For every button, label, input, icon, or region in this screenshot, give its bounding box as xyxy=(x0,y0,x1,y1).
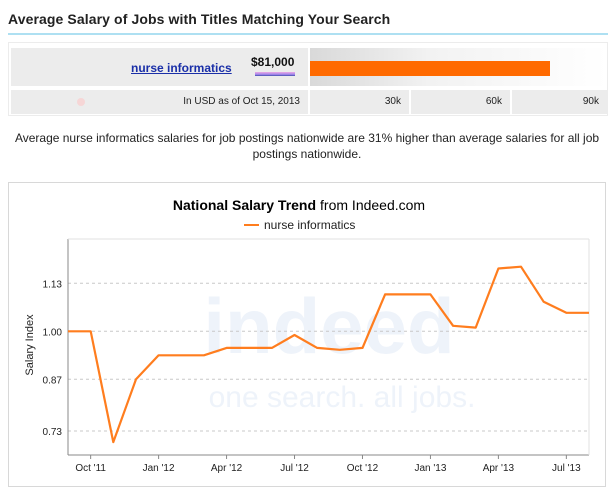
x-tick-label: Apr '12 xyxy=(211,463,243,474)
x-tick-label: Jan '12 xyxy=(143,463,175,474)
decorative-dot xyxy=(77,98,85,106)
legend-label: nurse informatics xyxy=(264,218,355,232)
scale-tick-cell: 60k xyxy=(411,90,510,114)
indeed-watermark: indeed one search. all jobs. xyxy=(203,282,475,414)
salary-bar xyxy=(310,61,551,76)
page-title: Average Salary of Jobs with Titles Match… xyxy=(8,11,391,27)
salary-bar-track xyxy=(310,48,607,86)
salary-comparison-panel: nurse informatics $81,000 In USD as of O… xyxy=(8,42,608,116)
scale-tick-cell: 90k xyxy=(512,90,607,114)
salary-mini-bar xyxy=(255,72,295,76)
job-title-cell: nurse informatics $81,000 xyxy=(11,48,308,86)
salary-trend-chart: indeed one search. all jobs. National Sal… xyxy=(8,182,606,487)
watermark-tagline: one search. all jobs. xyxy=(209,381,476,414)
y-tick-label: 1.13 xyxy=(43,279,63,290)
x-tick-label: Jan '13 xyxy=(414,463,446,474)
title-divider xyxy=(8,33,608,35)
salary-summary: Average nurse informatics salaries for j… xyxy=(14,131,600,161)
job-title-link[interactable]: nurse informatics xyxy=(131,61,232,75)
y-tick-label: 1.00 xyxy=(43,327,63,338)
scale-tick-30k: 30k xyxy=(384,96,401,107)
salary-amount: $81,000 xyxy=(251,55,295,69)
watermark-word: indeed xyxy=(203,282,454,370)
scale-tick-90k: 90k xyxy=(582,96,599,107)
y-tick-label: 0.87 xyxy=(43,375,63,386)
currency-note-cell: In USD as of Oct 15, 2013 xyxy=(11,90,308,114)
scale-tick-cell: 30k xyxy=(310,90,409,114)
series-line-nurse-informatics xyxy=(68,265,589,444)
y-axis-label: Salary Index xyxy=(24,314,36,376)
salary-trend-svg: indeed one search. all jobs. National Sal… xyxy=(24,197,590,474)
x-tick-label: Jul '12 xyxy=(280,463,309,474)
scale-tick-60k: 60k xyxy=(485,96,502,107)
x-tick-label: Jul '13 xyxy=(552,463,581,474)
y-tick-label: 0.73 xyxy=(43,427,63,438)
x-tick-label: Oct '11 xyxy=(75,463,106,474)
chart-title: National Salary Trend from Indeed.com xyxy=(173,197,425,213)
x-tick-label: Apr '13 xyxy=(483,463,515,474)
x-tick-label: Oct '12 xyxy=(347,463,379,474)
currency-note: In USD as of Oct 15, 2013 xyxy=(183,96,300,107)
